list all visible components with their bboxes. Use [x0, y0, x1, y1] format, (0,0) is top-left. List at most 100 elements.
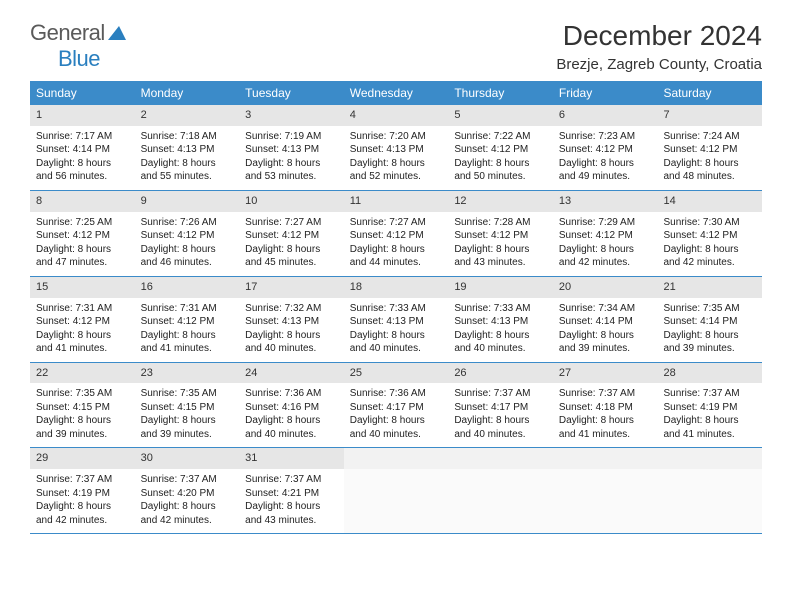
day-cell: 31Sunrise: 7:37 AMSunset: 4:21 PMDayligh… — [239, 448, 344, 533]
day-number — [553, 448, 658, 469]
daylight-text: Daylight: 8 hours and 41 minutes. — [36, 329, 129, 356]
daylight-text: Daylight: 8 hours and 46 minutes. — [141, 243, 234, 270]
daylight-text: Daylight: 8 hours and 41 minutes. — [559, 414, 652, 441]
sunrise-text: Sunrise: 7:26 AM — [141, 216, 234, 230]
day-cell: 17Sunrise: 7:32 AMSunset: 4:13 PMDayligh… — [239, 277, 344, 362]
day-header: Thursday — [448, 81, 553, 105]
day-number: 16 — [135, 277, 240, 298]
day-cell: 10 Sunrise: 7:27 AMSunset: 4:12 PMDayligh… — [239, 191, 344, 276]
daylight-text: Daylight: 8 hours and 40 minutes. — [350, 329, 443, 356]
day-cell: 23 Sunrise: 7:35 AMSunset: 4:15 PMDayligh… — [135, 363, 240, 448]
triangle-icon — [108, 26, 126, 45]
day-number: 10 — [239, 191, 344, 212]
sunrise-text: Sunrise: 7:33 AM — [454, 302, 547, 316]
day-number: 30 — [135, 448, 240, 469]
day-number: 2 — [135, 105, 240, 126]
day-cell: 4Sunrise: 7:20 AMSunset: 4:13 PMDaylight… — [344, 105, 449, 190]
daylight-text: Daylight: 8 hours and 43 minutes. — [454, 243, 547, 270]
sunrise-text: Sunrise: 7:29 AM — [559, 216, 652, 230]
sunrise-text: Sunrise: 7:37 AM — [141, 473, 234, 487]
day-number: 6 — [553, 105, 658, 126]
daylight-text: Daylight: 8 hours and 40 minutes. — [350, 414, 443, 441]
daylight-text: Daylight: 8 hours and 42 minutes. — [559, 243, 652, 270]
day-number: 29 — [30, 448, 135, 469]
sunset-text: Sunset: 4:12 PM — [454, 229, 547, 243]
day-cell — [448, 448, 553, 533]
sunrise-text: Sunrise: 7:17 AM — [36, 130, 129, 144]
sunrise-text: Sunrise: 7:37 AM — [245, 473, 338, 487]
sunrise-text: Sunrise: 7:34 AM — [559, 302, 652, 316]
day-number: 14 — [657, 191, 762, 212]
sunrise-text: Sunrise: 7:18 AM — [141, 130, 234, 144]
sunrise-text: Sunrise: 7:37 AM — [36, 473, 129, 487]
day-cell: 20Sunrise: 7:34 AMSunset: 4:14 PMDayligh… — [553, 277, 658, 362]
day-number: 23 — [135, 363, 240, 384]
day-header: Wednesday — [344, 81, 449, 105]
sunset-text: Sunset: 4:14 PM — [559, 315, 652, 329]
sunset-text: Sunset: 4:14 PM — [663, 315, 756, 329]
daylight-text: Daylight: 8 hours and 40 minutes. — [245, 414, 338, 441]
day-cell: 11Sunrise: 7:27 AMSunset: 4:12 PMDayligh… — [344, 191, 449, 276]
day-number — [344, 448, 449, 469]
sunset-text: Sunset: 4:13 PM — [350, 143, 443, 157]
daylight-text: Daylight: 8 hours and 45 minutes. — [245, 243, 338, 270]
logo: General Blue — [30, 20, 126, 72]
daylight-text: Daylight: 8 hours and 48 minutes. — [663, 157, 756, 184]
day-number: 20 — [553, 277, 658, 298]
daylight-text: Daylight: 8 hours and 53 minutes. — [245, 157, 338, 184]
day-cell: 12Sunrise: 7:28 AMSunset: 4:12 PMDayligh… — [448, 191, 553, 276]
daylight-text: Daylight: 8 hours and 39 minutes. — [141, 414, 234, 441]
location-text: Brezje, Zagreb County, Croatia — [556, 56, 762, 73]
sunrise-text: Sunrise: 7:31 AM — [36, 302, 129, 316]
sunset-text: Sunset: 4:12 PM — [350, 229, 443, 243]
day-number: 22 — [30, 363, 135, 384]
day-cell: 24Sunrise: 7:36 AMSunset: 4:16 PMDayligh… — [239, 363, 344, 448]
day-cell: 13Sunrise: 7:29 AMSunset: 4:12 PMDayligh… — [553, 191, 658, 276]
sunrise-text: Sunrise: 7:31 AM — [141, 302, 234, 316]
sunrise-text: Sunrise: 7:35 AM — [663, 302, 756, 316]
week-row: 29Sunrise: 7:37 AMSunset: 4:19 PMDayligh… — [30, 448, 762, 534]
day-header: Sunday — [30, 81, 135, 105]
sunset-text: Sunset: 4:15 PM — [141, 401, 234, 415]
day-cell — [344, 448, 449, 533]
sunset-text: Sunset: 4:15 PM — [36, 401, 129, 415]
day-number: 31 — [239, 448, 344, 469]
weeks-container: 1Sunrise: 7:17 AMSunset: 4:14 PMDaylight… — [30, 105, 762, 534]
week-row: 15Sunrise: 7:31 AMSunset: 4:12 PMDayligh… — [30, 277, 762, 363]
daylight-text: Daylight: 8 hours and 39 minutes. — [663, 329, 756, 356]
day-number: 18 — [344, 277, 449, 298]
sunset-text: Sunset: 4:20 PM — [141, 487, 234, 501]
sunrise-text: Sunrise: 7:32 AM — [245, 302, 338, 316]
day-number: 24 — [239, 363, 344, 384]
day-cell: 5Sunrise: 7:22 AMSunset: 4:12 PMDaylight… — [448, 105, 553, 190]
day-number: 13 — [553, 191, 658, 212]
day-number: 9 — [135, 191, 240, 212]
day-number: 27 — [553, 363, 658, 384]
day-cell: 22Sunrise: 7:35 AMSunset: 4:15 PMDayligh… — [30, 363, 135, 448]
day-number: 11 — [344, 191, 449, 212]
sunrise-text: Sunrise: 7:27 AM — [245, 216, 338, 230]
daylight-text: Daylight: 8 hours and 44 minutes. — [350, 243, 443, 270]
day-cell: 25Sunrise: 7:36 AMSunset: 4:17 PMDayligh… — [344, 363, 449, 448]
day-cell: 28Sunrise: 7:37 AMSunset: 4:19 PMDayligh… — [657, 363, 762, 448]
sunset-text: Sunset: 4:12 PM — [36, 229, 129, 243]
sunrise-text: Sunrise: 7:35 AM — [36, 387, 129, 401]
day-number: 3 — [239, 105, 344, 126]
sunset-text: Sunset: 4:12 PM — [245, 229, 338, 243]
daylight-text: Daylight: 8 hours and 47 minutes. — [36, 243, 129, 270]
day-number: 4 — [344, 105, 449, 126]
day-header: Monday — [135, 81, 240, 105]
sunrise-text: Sunrise: 7:35 AM — [141, 387, 234, 401]
day-header: Saturday — [657, 81, 762, 105]
day-cell: 27Sunrise: 7:37 AMSunset: 4:18 PMDayligh… — [553, 363, 658, 448]
day-cell: 2Sunrise: 7:18 AMSunset: 4:13 PMDaylight… — [135, 105, 240, 190]
sunrise-text: Sunrise: 7:33 AM — [350, 302, 443, 316]
sunset-text: Sunset: 4:19 PM — [36, 487, 129, 501]
daylight-text: Daylight: 8 hours and 55 minutes. — [141, 157, 234, 184]
day-number — [448, 448, 553, 469]
sunrise-text: Sunrise: 7:36 AM — [245, 387, 338, 401]
logo-text-wrap: General Blue — [30, 20, 126, 72]
sunrise-text: Sunrise: 7:36 AM — [350, 387, 443, 401]
sunset-text: Sunset: 4:19 PM — [663, 401, 756, 415]
day-cell: 18Sunrise: 7:33 AMSunset: 4:13 PMDayligh… — [344, 277, 449, 362]
